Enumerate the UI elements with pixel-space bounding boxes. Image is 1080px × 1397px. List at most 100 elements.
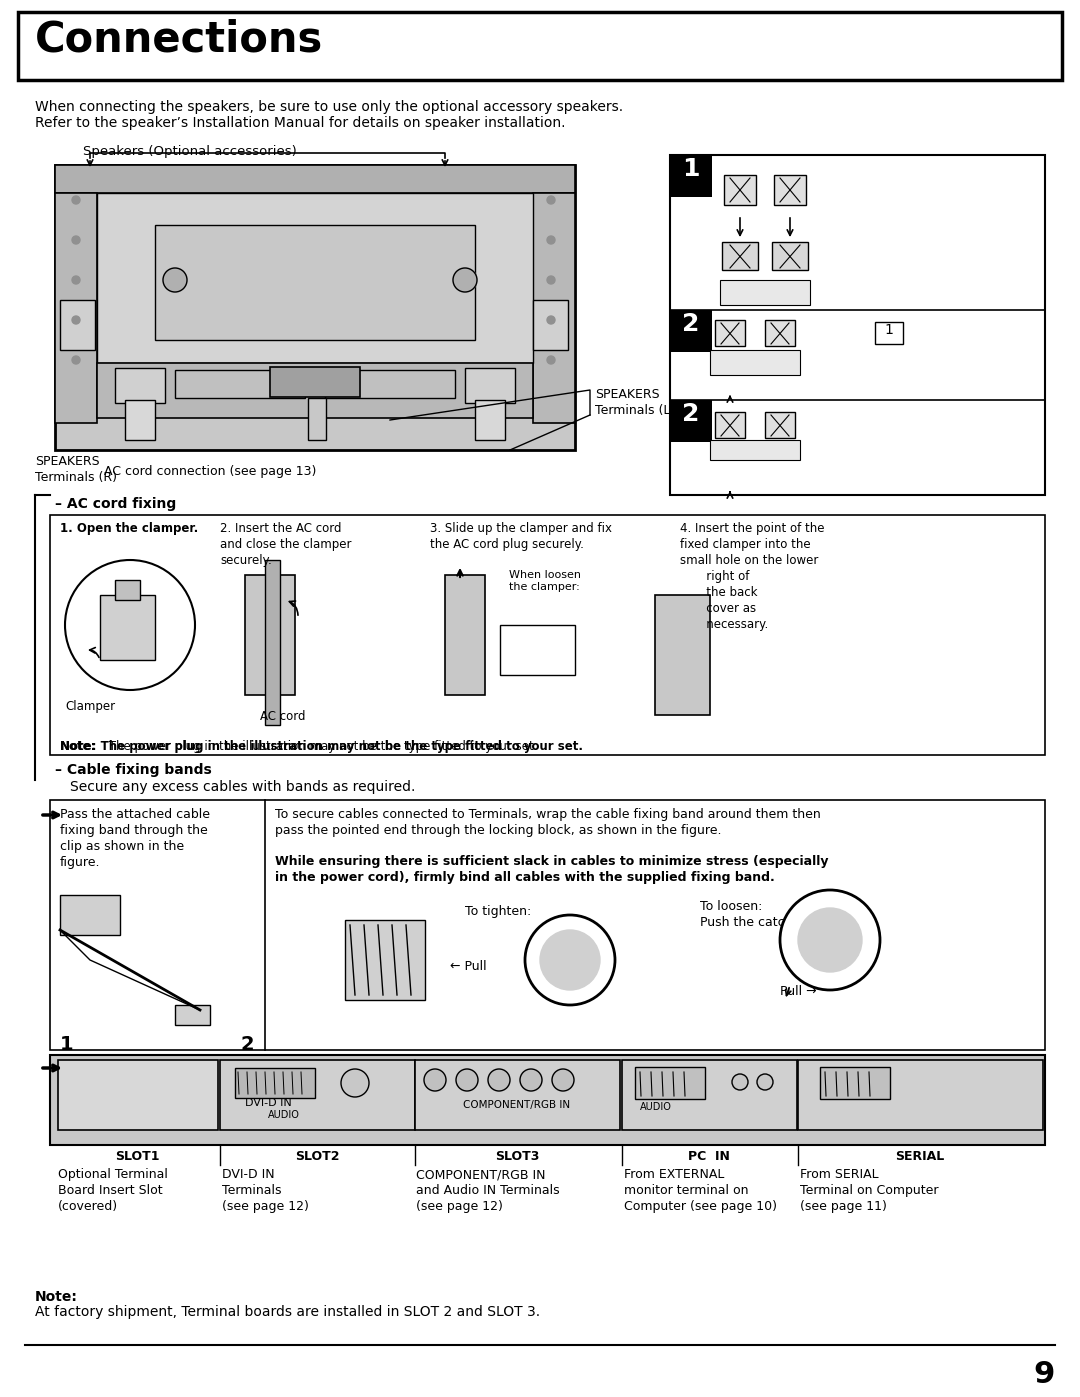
- Bar: [325, 370, 455, 398]
- Text: AC cord: AC cord: [260, 710, 306, 724]
- Circle shape: [552, 1069, 573, 1091]
- Bar: [58, 1060, 218, 1130]
- Bar: [622, 1060, 797, 1130]
- Bar: [820, 1067, 890, 1099]
- Bar: [265, 560, 280, 725]
- Bar: [654, 595, 710, 715]
- Bar: [270, 367, 360, 397]
- Text: COMPONENT/RGB IN: COMPONENT/RGB IN: [463, 1099, 570, 1111]
- Text: ← Pull: ← Pull: [450, 960, 487, 972]
- Text: Pull →: Pull →: [780, 985, 816, 997]
- Text: Note:: Note:: [60, 740, 96, 753]
- Text: DVI-D IN
Terminals
(see page 12): DVI-D IN Terminals (see page 12): [222, 1168, 309, 1213]
- Circle shape: [546, 277, 555, 284]
- Text: PC  IN: PC IN: [688, 1150, 730, 1162]
- Text: SLOT2: SLOT2: [295, 1150, 339, 1162]
- Circle shape: [72, 196, 80, 204]
- Bar: [60, 300, 95, 351]
- Bar: [710, 351, 800, 374]
- Bar: [875, 321, 903, 344]
- Bar: [60, 895, 120, 935]
- Text: To loosen:
Push the catch: To loosen: Push the catch: [700, 900, 793, 929]
- Bar: [235, 1067, 315, 1098]
- Bar: [50, 800, 1045, 1051]
- Text: The power plug in the illustration may not be the type fitted to your set.: The power plug in the illustration may n…: [105, 740, 538, 753]
- Bar: [723, 242, 758, 270]
- Circle shape: [780, 890, 880, 990]
- Bar: [175, 1004, 210, 1025]
- Text: COMPONENT/RGB IN
and Audio IN Terminals
(see page 12): COMPONENT/RGB IN and Audio IN Terminals …: [416, 1168, 559, 1213]
- Text: 1: 1: [885, 323, 893, 337]
- Bar: [715, 412, 745, 439]
- Bar: [114, 367, 165, 402]
- Circle shape: [72, 316, 80, 324]
- Text: To tighten:: To tighten:: [465, 905, 531, 918]
- Bar: [720, 279, 810, 305]
- Bar: [220, 1060, 415, 1130]
- Bar: [415, 1060, 620, 1130]
- Circle shape: [341, 1069, 369, 1097]
- Bar: [465, 367, 515, 402]
- Circle shape: [525, 915, 615, 1004]
- Bar: [50, 1055, 1045, 1146]
- Bar: [798, 1060, 1043, 1130]
- Text: DVI-D IN: DVI-D IN: [245, 1098, 292, 1108]
- Bar: [445, 576, 485, 694]
- Bar: [715, 320, 745, 346]
- Bar: [710, 440, 800, 460]
- Text: Speakers (Optional accessories): Speakers (Optional accessories): [83, 145, 297, 158]
- Circle shape: [72, 277, 80, 284]
- Text: 2: 2: [683, 402, 700, 426]
- Bar: [125, 400, 156, 440]
- Bar: [724, 175, 756, 205]
- Text: 9: 9: [1034, 1361, 1055, 1389]
- Bar: [670, 155, 1045, 495]
- Circle shape: [72, 356, 80, 365]
- Text: SLOT3: SLOT3: [495, 1150, 539, 1162]
- Text: From EXTERNAL
monitor terminal on
Computer (see page 10): From EXTERNAL monitor terminal on Comput…: [624, 1168, 777, 1213]
- Text: SLOT1: SLOT1: [114, 1150, 159, 1162]
- Text: When connecting the speakers, be sure to use only the optional accessory speaker: When connecting the speakers, be sure to…: [35, 101, 623, 115]
- Text: AUDIO: AUDIO: [268, 1111, 300, 1120]
- Text: 1: 1: [60, 1035, 73, 1053]
- Bar: [156, 225, 475, 339]
- Bar: [765, 320, 795, 346]
- Bar: [500, 624, 575, 675]
- Text: To secure cables connected to Terminals, wrap the cable fixing band around them : To secure cables connected to Terminals,…: [275, 807, 821, 837]
- Circle shape: [163, 268, 187, 292]
- Text: From SERIAL
Terminal on Computer
(see page 11): From SERIAL Terminal on Computer (see pa…: [800, 1168, 939, 1213]
- Text: 4. Insert the point of the
fixed clamper into the
small hole on the lower
      : 4. Insert the point of the fixed clamper…: [680, 522, 824, 631]
- Circle shape: [453, 268, 477, 292]
- Bar: [772, 242, 808, 270]
- Text: AC cord connection (see page 13): AC cord connection (see page 13): [104, 465, 316, 478]
- Text: 2: 2: [240, 1035, 254, 1053]
- Text: When loosen
the clamper:: When loosen the clamper:: [509, 570, 581, 592]
- Circle shape: [65, 560, 195, 690]
- Bar: [635, 1067, 705, 1099]
- Bar: [670, 400, 712, 441]
- Bar: [175, 370, 305, 398]
- Text: Refer to the speaker’s Installation Manual for details on speaker installation.: Refer to the speaker’s Installation Manu…: [35, 116, 566, 130]
- Text: Pass the attached cable
fixing band through the
clip as shown in the
figure.: Pass the attached cable fixing band thro…: [60, 807, 210, 869]
- Text: 1. Open the clamper.: 1. Open the clamper.: [60, 522, 199, 535]
- Text: While ensuring there is sufficient slack in cables to minimize stress (especiall: While ensuring there is sufficient slack…: [275, 855, 828, 884]
- Bar: [100, 595, 156, 659]
- Circle shape: [540, 930, 600, 990]
- Text: 3. Slide up the clamper and fix
the AC cord plug securely.: 3. Slide up the clamper and fix the AC c…: [430, 522, 612, 550]
- Bar: [345, 921, 426, 1000]
- Text: At factory shipment, Terminal boards are installed in SLOT 2 and SLOT 3.: At factory shipment, Terminal boards are…: [35, 1305, 540, 1319]
- Bar: [55, 165, 575, 193]
- Text: 2. Insert the AC cord
and close the clamper
securely.: 2. Insert the AC cord and close the clam…: [220, 522, 351, 567]
- Text: 1: 1: [683, 156, 700, 182]
- Circle shape: [757, 1074, 773, 1090]
- Circle shape: [546, 356, 555, 365]
- Bar: [774, 175, 806, 205]
- Text: Note: The power plug in the illustration may not be the type fitted to your set.: Note: The power plug in the illustration…: [60, 740, 583, 753]
- Text: – Cable fixing bands: – Cable fixing bands: [55, 763, 212, 777]
- Circle shape: [546, 316, 555, 324]
- Bar: [534, 300, 568, 351]
- Text: AUDIO: AUDIO: [640, 1102, 672, 1112]
- Bar: [245, 576, 295, 694]
- Bar: [18, 13, 1062, 80]
- Text: – AC cord fixing: – AC cord fixing: [55, 497, 176, 511]
